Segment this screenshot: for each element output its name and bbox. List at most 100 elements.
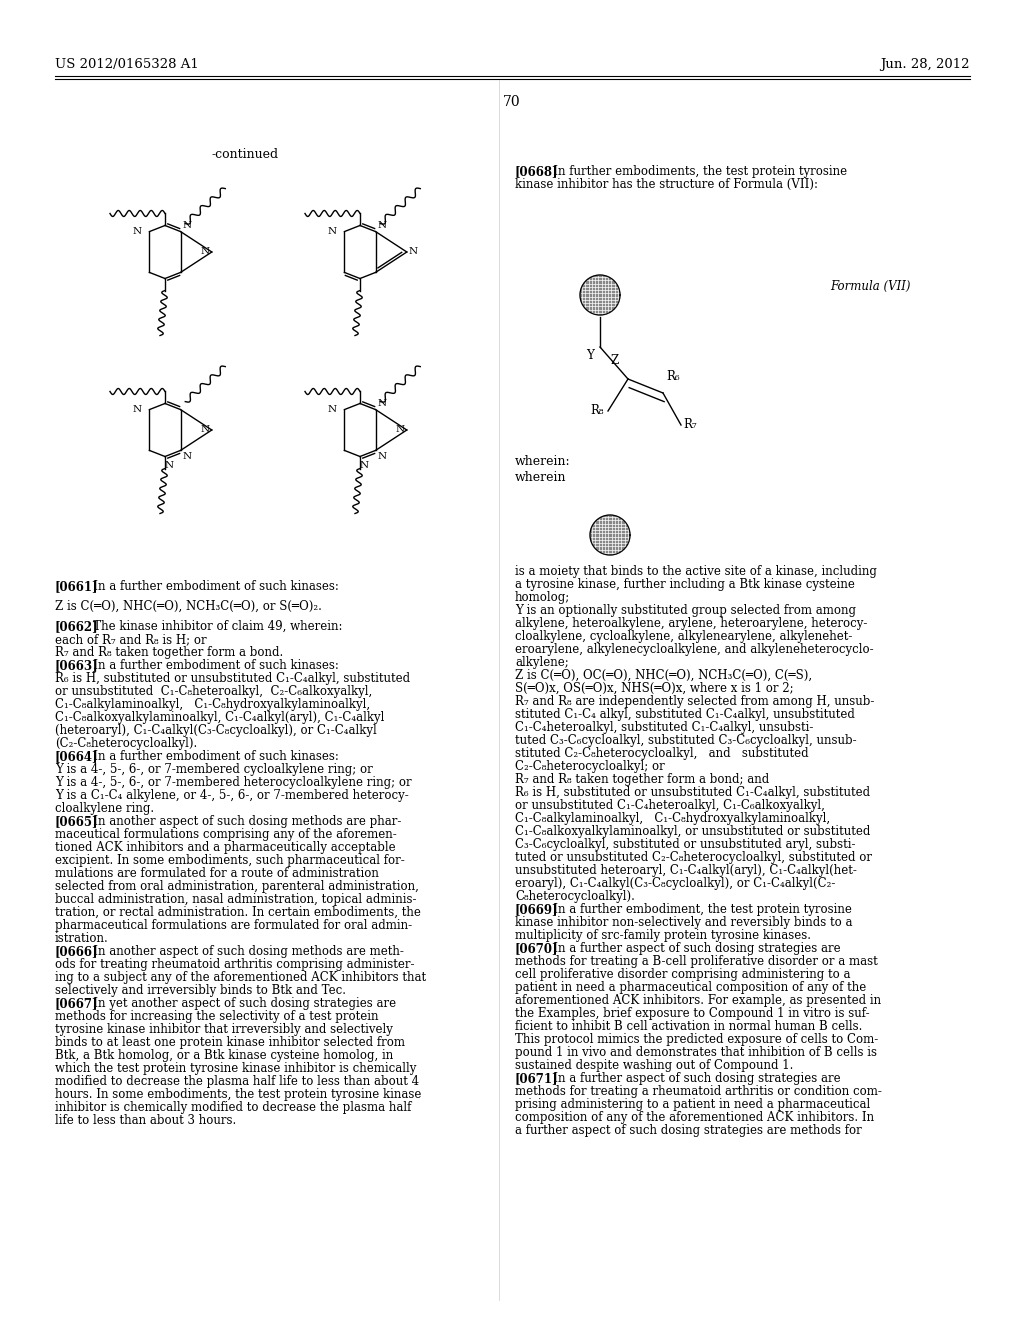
Text: modified to decrease the plasma half life to less than about 4: modified to decrease the plasma half lif… [55, 1074, 419, 1088]
Text: a further aspect of such dosing strategies are methods for: a further aspect of such dosing strategi… [515, 1125, 862, 1137]
Text: ficient to inhibit B cell activation in normal human B cells.: ficient to inhibit B cell activation in … [515, 1020, 862, 1034]
Text: -continued: -continued [211, 148, 279, 161]
Text: R₇ and R₈ are independently selected from among H, unsub-: R₇ and R₈ are independently selected fro… [515, 696, 874, 708]
Text: In a further embodiment, the test protein tyrosine: In a further embodiment, the test protei… [542, 903, 851, 916]
Text: sustained despite washing out of Compound 1.: sustained despite washing out of Compoun… [515, 1059, 794, 1072]
Text: N: N [165, 461, 174, 470]
Text: N: N [395, 425, 404, 434]
Text: pharmaceutical formulations are formulated for oral admin-: pharmaceutical formulations are formulat… [55, 919, 412, 932]
Text: N: N [328, 227, 337, 236]
Text: In another aspect of such dosing methods are meth-: In another aspect of such dosing methods… [82, 945, 403, 958]
Text: ing to a subject any of the aforementioned ACK inhibitors that: ing to a subject any of the aforemention… [55, 972, 426, 983]
Text: C₁-C₈alkylaminoalkyl,   C₁-C₈hydroxyalkylaminoalkyl,: C₁-C₈alkylaminoalkyl, C₁-C₈hydroxyalkyla… [515, 812, 830, 825]
Text: tyrosine kinase inhibitor that irreversibly and selectively: tyrosine kinase inhibitor that irreversi… [55, 1023, 393, 1036]
Text: N: N [378, 453, 387, 462]
Text: stituted C₂-C₈heterocycloalkyl,   and   substituted: stituted C₂-C₈heterocycloalkyl, and subs… [515, 747, 809, 760]
Text: Z: Z [610, 355, 618, 367]
Text: methods for increasing the selectivity of a test protein: methods for increasing the selectivity o… [55, 1010, 379, 1023]
Text: N: N [360, 461, 369, 470]
Text: 70: 70 [503, 95, 521, 110]
Text: cell proliferative disorder comprising administering to a: cell proliferative disorder comprising a… [515, 968, 851, 981]
Text: tioned ACK inhibitors and a pharmaceutically acceptable: tioned ACK inhibitors and a pharmaceutic… [55, 841, 395, 854]
Text: kinase inhibitor has the structure of Formula (VII):: kinase inhibitor has the structure of Fo… [515, 178, 818, 191]
Text: [0662]: [0662] [55, 620, 98, 634]
Text: [0667]: [0667] [55, 997, 98, 1010]
Text: In yet another aspect of such dosing strategies are: In yet another aspect of such dosing str… [82, 997, 395, 1010]
Text: kinase inhibitor non-selectively and reversibly binds to a: kinase inhibitor non-selectively and rev… [515, 916, 853, 929]
Text: [0666]: [0666] [55, 945, 98, 958]
Text: homolog;: homolog; [515, 591, 570, 605]
Text: tration, or rectal administration. In certain embodiments, the: tration, or rectal administration. In ce… [55, 906, 421, 919]
Text: C₃-C₆cycloalkyl, substituted or unsubstituted aryl, substi-: C₃-C₆cycloalkyl, substituted or unsubsti… [515, 838, 855, 851]
Text: Y is a 4-, 5-, 6-, or 7-membered heterocycloalkylene ring; or: Y is a 4-, 5-, 6-, or 7-membered heteroc… [55, 776, 412, 789]
Text: unsubstituted heteroaryl, C₁-C₄alkyl(aryl), C₁-C₄alkyl(het-: unsubstituted heteroaryl, C₁-C₄alkyl(ary… [515, 865, 857, 876]
Text: R₆ is H, substituted or unsubstituted C₁-C₄alkyl, substituted: R₆ is H, substituted or unsubstituted C₁… [515, 785, 870, 799]
Text: N: N [182, 220, 191, 230]
Text: alkylene, heteroalkylene, arylene, heteroarylene, heterocy-: alkylene, heteroalkylene, arylene, heter… [515, 616, 867, 630]
Text: The kinase inhibitor of claim 49, wherein:: The kinase inhibitor of claim 49, wherei… [82, 620, 342, 634]
Text: In a further embodiment of such kinases:: In a further embodiment of such kinases: [82, 579, 338, 593]
Text: aforementioned ACK inhibitors. For example, as presented in: aforementioned ACK inhibitors. For examp… [515, 994, 881, 1007]
Text: patient in need a pharmaceutical composition of any of the: patient in need a pharmaceutical composi… [515, 981, 866, 994]
Text: Z is C(═O), OC(═O), NHC(═O), NCH₃C(═O), C(═S),: Z is C(═O), OC(═O), NHC(═O), NCH₃C(═O), … [515, 669, 812, 682]
Text: In further embodiments, the test protein tyrosine: In further embodiments, the test protein… [542, 165, 847, 178]
Text: or unsubstituted  C₁-C₈heteroalkyl,  C₂-C₆alkoxyalkyl,: or unsubstituted C₁-C₈heteroalkyl, C₂-C₆… [55, 685, 373, 698]
Text: tuted or unsubstituted C₂-C₈heterocycloalkyl, substituted or: tuted or unsubstituted C₂-C₈heterocycloa… [515, 851, 872, 865]
Text: N: N [409, 248, 418, 256]
Text: hours. In some embodiments, the test protein tyrosine kinase: hours. In some embodiments, the test pro… [55, 1088, 421, 1101]
Text: N: N [201, 248, 210, 256]
Text: methods for treating a rheumatoid arthritis or condition com-: methods for treating a rheumatoid arthri… [515, 1085, 882, 1098]
Text: In a further aspect of such dosing strategies are: In a further aspect of such dosing strat… [542, 1072, 840, 1085]
Text: alkylene;: alkylene; [515, 656, 568, 669]
Text: N: N [201, 425, 210, 434]
Circle shape [590, 515, 630, 554]
Text: C₂-C₈heterocycloalkyl; or: C₂-C₈heterocycloalkyl; or [515, 760, 665, 774]
Text: Z is C(═O), NHC(═O), NCH₃C(═O), or S(═O)₂.: Z is C(═O), NHC(═O), NCH₃C(═O), or S(═O)… [55, 601, 322, 612]
Text: C₁-C₈alkoxyalkylaminoalkyl, or unsubstituted or substituted: C₁-C₈alkoxyalkylaminoalkyl, or unsubstit… [515, 825, 870, 838]
Text: maceutical formulations comprising any of the aforemen-: maceutical formulations comprising any o… [55, 828, 396, 841]
Text: R₆: R₆ [666, 370, 680, 383]
Text: [0661]: [0661] [55, 579, 98, 593]
Text: In another aspect of such dosing methods are phar-: In another aspect of such dosing methods… [82, 814, 400, 828]
Text: [0665]: [0665] [55, 814, 98, 828]
Text: R₇ and R₈ taken together form a bond; and: R₇ and R₈ taken together form a bond; an… [515, 774, 769, 785]
Text: pound 1 in vivo and demonstrates that inhibition of B cells is: pound 1 in vivo and demonstrates that in… [515, 1045, 877, 1059]
Text: N: N [328, 405, 337, 414]
Text: buccal administration, nasal administration, topical adminis-: buccal administration, nasal administrat… [55, 894, 417, 906]
Text: [0669]: [0669] [515, 903, 558, 916]
Text: excipient. In some embodiments, such pharmaceutical for-: excipient. In some embodiments, such pha… [55, 854, 404, 867]
Text: cloalkylene, cycloalkylene, alkylenearylene, alkylenehet-: cloalkylene, cycloalkylene, alkylenearyl… [515, 630, 852, 643]
Text: [0663]: [0663] [55, 659, 98, 672]
Text: [0664]: [0664] [55, 750, 98, 763]
Text: Btk, a Btk homolog, or a Btk kinase cysteine homolog, in: Btk, a Btk homolog, or a Btk kinase cyst… [55, 1049, 393, 1063]
Text: cloalkylene ring.: cloalkylene ring. [55, 803, 155, 814]
Text: mulations are formulated for a route of administration: mulations are formulated for a route of … [55, 867, 379, 880]
Text: wherein:: wherein: [515, 455, 570, 469]
Text: [0670]: [0670] [515, 942, 558, 954]
Text: N: N [182, 453, 191, 462]
Text: istration.: istration. [55, 932, 109, 945]
Text: ods for treating rheumatoid arthritis comprising administer-: ods for treating rheumatoid arthritis co… [55, 958, 415, 972]
Text: In a further aspect of such dosing strategies are: In a further aspect of such dosing strat… [542, 942, 840, 954]
Text: stituted C₁-C₄ alkyl, substituted C₁-C₄alkyl, unsubstituted: stituted C₁-C₄ alkyl, substituted C₁-C₄a… [515, 708, 855, 721]
Text: which the test protein tyrosine kinase inhibitor is chemically: which the test protein tyrosine kinase i… [55, 1063, 417, 1074]
Text: Y is a C₁-C₄ alkylene, or 4-, 5-, 6-, or 7-membered heterocy-: Y is a C₁-C₄ alkylene, or 4-, 5-, 6-, or… [55, 789, 409, 803]
Circle shape [580, 275, 620, 315]
Text: In a further embodiment of such kinases:: In a further embodiment of such kinases: [82, 659, 338, 672]
Text: C₈heterocycloalkyl).: C₈heterocycloalkyl). [515, 890, 635, 903]
Text: (heteroaryl), C₁-C₄alkyl(C₃-C₈cycloalkyl), or C₁-C₄alkyl: (heteroaryl), C₁-C₄alkyl(C₃-C₈cycloalkyl… [55, 723, 377, 737]
Text: R₇ and R₈ taken together form a bond.: R₇ and R₈ taken together form a bond. [55, 645, 284, 659]
Text: R₆ is H, substituted or unsubstituted C₁-C₄alkyl, substituted: R₆ is H, substituted or unsubstituted C₁… [55, 672, 411, 685]
Text: selected from oral administration, parenteral administration,: selected from oral administration, paren… [55, 880, 419, 894]
Text: This protocol mimics the predicted exposure of cells to Com-: This protocol mimics the predicted expos… [515, 1034, 879, 1045]
Text: [0668]: [0668] [515, 165, 558, 178]
Text: Y is an optionally substituted group selected from among: Y is an optionally substituted group sel… [515, 605, 856, 616]
Text: C₁-C₄heteroalkyl, substituted C₁-C₄alkyl, unsubsti-: C₁-C₄heteroalkyl, substituted C₁-C₄alkyl… [515, 721, 813, 734]
Text: the Examples, brief exposure to Compound 1 in vitro is suf-: the Examples, brief exposure to Compound… [515, 1007, 869, 1020]
Text: or unsubstituted C₁-C₄heteroalkyl, C₁-C₆alkoxyalkyl,: or unsubstituted C₁-C₄heteroalkyl, C₁-C₆… [515, 799, 825, 812]
Text: selectively and irreversibly binds to Btk and Tec.: selectively and irreversibly binds to Bt… [55, 983, 346, 997]
Text: a tyrosine kinase, further including a Btk kinase cysteine: a tyrosine kinase, further including a B… [515, 578, 855, 591]
Text: N: N [378, 220, 387, 230]
Text: wherein: wherein [515, 471, 566, 484]
Text: composition of any of the aforementioned ACK inhibitors. In: composition of any of the aforementioned… [515, 1111, 874, 1125]
